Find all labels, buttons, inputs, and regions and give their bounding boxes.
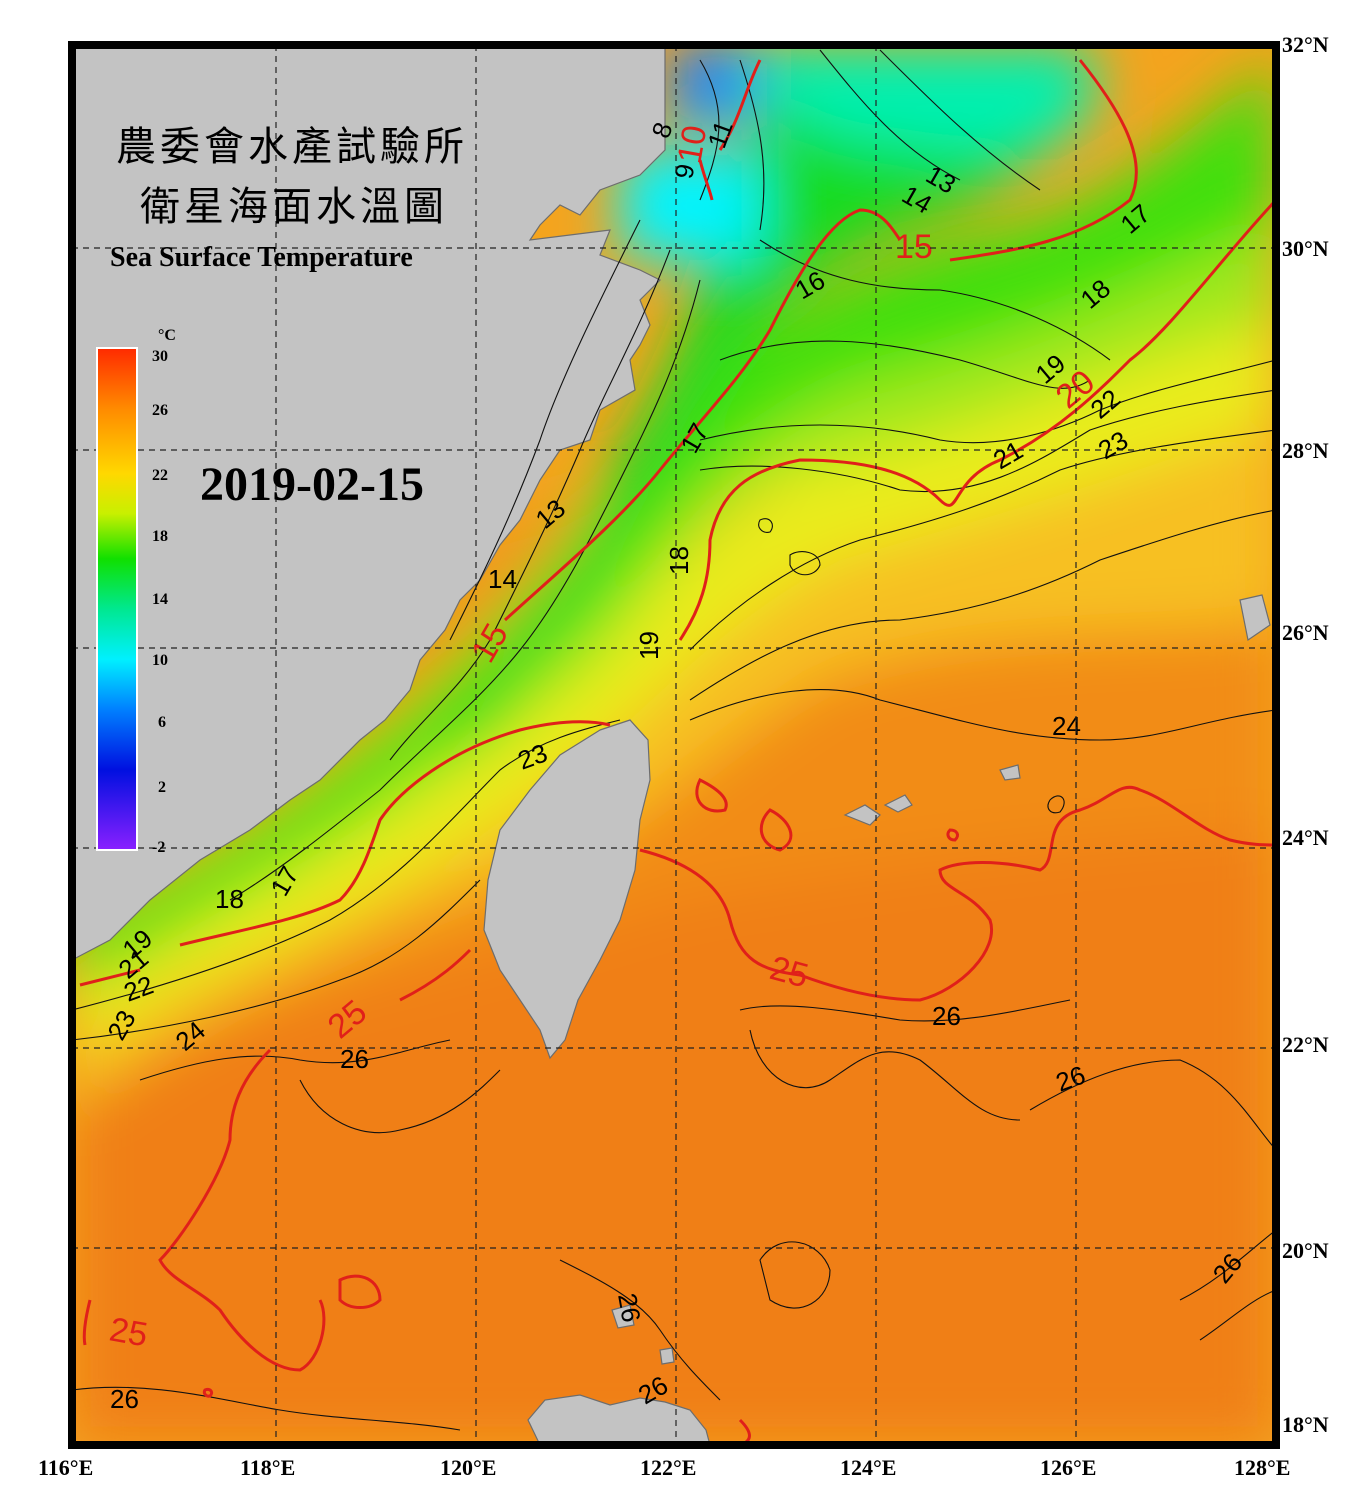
lon-label-116: 116°E [38, 1455, 93, 1480]
contour-label-18c: 18 [215, 884, 244, 914]
isotherms-major [79, 59, 1276, 1445]
map-frame [68, 41, 1280, 1449]
lat-label-20: 20°N [1282, 1238, 1329, 1263]
colorbar-tick-14: 14 [152, 591, 168, 608]
ryukyu-islands-3 [999, 764, 1021, 781]
title-english: Sea Surface Temperature [110, 242, 413, 273]
ryukyu-islands-1 [843, 804, 881, 826]
contour-label-19b: 19 [634, 631, 664, 660]
mainland-china [72, 45, 666, 961]
lon-label-126: 126°E [1040, 1455, 1096, 1480]
colorbar-tick-22: 22 [152, 467, 168, 484]
lon-label-120: 120°E [440, 1455, 496, 1480]
lon-label-118: 118°E [240, 1455, 295, 1480]
colorbar-tick-18: 18 [152, 528, 168, 545]
contour-label-26b: 26 [340, 1044, 369, 1074]
luzon [527, 1394, 711, 1445]
lat-label-26: 26°N [1282, 620, 1329, 645]
taiwan [483, 719, 651, 1060]
colorbar-tick-2: 2 [158, 779, 166, 796]
colorbar-tick-26: 26 [152, 402, 168, 419]
contour-label-26g: 26 [110, 1384, 139, 1414]
contour-label-14b: 14 [488, 564, 517, 594]
lat-label-30: 30°N [1282, 236, 1329, 261]
colorbar-tick-30: 30 [152, 348, 168, 365]
lat-label-18: 18°N [1282, 1412, 1329, 1437]
lon-label-122: 122°E [640, 1455, 696, 1480]
ryukyu-islands-2 [883, 794, 913, 813]
colorbar-tick-10: 10 [152, 652, 168, 669]
colorbar: °C 30 26 22 18 14 10 6 2 -2 [96, 327, 176, 856]
contour-label-red-10: 10 [670, 123, 714, 167]
lon-label-124: 124°E [840, 1455, 896, 1480]
ryukyu-islands-4 [1239, 594, 1271, 642]
contour-label-red-25c: 25 [107, 1310, 151, 1354]
title-line1: 農委會水產試驗所 [116, 124, 468, 170]
contour-label-red-15: 15 [895, 228, 933, 266]
lat-label-32: 32°N [1282, 32, 1329, 57]
lat-label-28: 28°N [1282, 438, 1329, 463]
lat-label-22: 22°N [1282, 1032, 1329, 1057]
land-masses [72, 45, 1271, 1445]
latitude-labels: 32°N 30°N 28°N 26°N 24°N 22°N 20°N 18°N [1282, 32, 1329, 1437]
contour-label-18b: 18 [664, 546, 694, 575]
lat-label-24: 24°N [1282, 825, 1329, 850]
colorbar-unit: °C [158, 327, 176, 344]
contour-label-26a: 26 [932, 1001, 961, 1031]
contour-label-26e: 26 [612, 1291, 647, 1325]
isotherms-minor [72, 49, 1276, 1431]
batanes-1 [611, 1304, 635, 1329]
title-line2: 衛星海面水溫圖 [140, 184, 448, 230]
colorbar-tick-6: 6 [158, 714, 166, 731]
longitude-labels: 116°E 118°E 120°E 122°E 124°E 126°E 128°… [38, 1455, 1290, 1480]
batanes-2 [659, 1347, 675, 1365]
sst-field [72, 45, 1276, 1445]
graticule [72, 45, 1276, 1445]
map-date: 2019-02-15 [200, 458, 424, 511]
contour-label-24: 24 [1052, 711, 1081, 741]
lon-label-128: 128°E [1234, 1455, 1290, 1480]
colorbar-tick-minus2: -2 [152, 839, 165, 856]
